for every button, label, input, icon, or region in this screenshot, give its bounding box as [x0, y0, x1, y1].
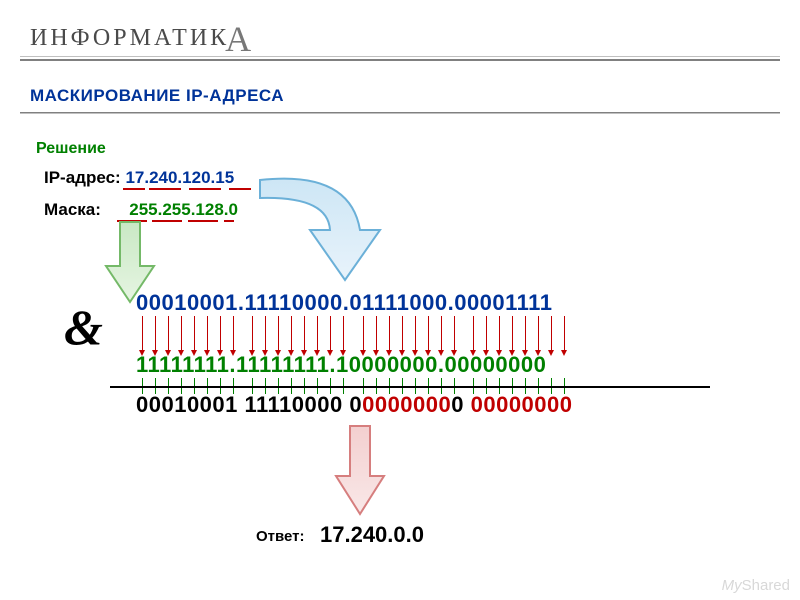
bit-arrow-stem [551, 316, 552, 352]
bit-arrow-stem [499, 316, 500, 352]
bit-arrow-stem [441, 316, 442, 352]
bit-arrow-stem [389, 316, 390, 352]
result-part1: 00010001 11110000 0 [136, 392, 362, 417]
bit-arrow-stem [168, 316, 169, 352]
watermark: MyShared [722, 577, 790, 594]
ip-octet-underline [189, 188, 221, 190]
result-part2: 0 [451, 392, 464, 417]
bit-arrow-stem [525, 316, 526, 352]
bit-arrow-stem [538, 316, 539, 352]
bit-arrow-stem [402, 316, 403, 352]
page-title: МАСКИРОВАНИЕ IP-АДРЕСА [30, 86, 284, 106]
bit-arrow-stem [428, 316, 429, 352]
title-rule [20, 112, 780, 114]
header-rule [20, 56, 780, 61]
bit-arrow-stem [278, 316, 279, 352]
bit-arrow-stem [220, 316, 221, 352]
watermark-shared: Shared [742, 577, 790, 594]
bit-arrow-stem [252, 316, 253, 352]
bit-arrow-stem [304, 316, 305, 352]
bit-arrow-stem [512, 316, 513, 352]
bit-arrow-stem [363, 316, 364, 352]
bit-arrow-stem [343, 316, 344, 352]
bit-arrow-stem [473, 316, 474, 352]
bit-arrow-head [561, 350, 567, 356]
result-red2: 00000000 [464, 392, 573, 417]
logo-accent: А [225, 19, 251, 59]
bit-arrow-stem [265, 316, 266, 352]
result-binary: 00010001 11110000 000000000 00000000 [136, 392, 573, 418]
ampersand: & [64, 298, 103, 356]
bit-arrow-stem [376, 316, 377, 352]
bit-arrow-stem [486, 316, 487, 352]
mask-octet-underline [224, 220, 234, 222]
mask-label: Маска: [44, 200, 101, 219]
bit-arrow-stem [233, 316, 234, 352]
bit-arrow-stem [207, 316, 208, 352]
ip-to-binary-arrow [240, 160, 400, 300]
bit-arrow-stem [142, 316, 143, 352]
ip-row: IP-адрес: 17.240.120.15 [44, 168, 234, 188]
bit-arrow-stem [564, 316, 565, 352]
result-to-answer-arrow [330, 420, 390, 520]
ip-octet-underline [123, 188, 145, 190]
bit-arrow-stem [181, 316, 182, 352]
bit-arrow-stem [155, 316, 156, 352]
bit-arrow-head [548, 350, 554, 356]
logo-text: ИНФОРМАТИК [30, 25, 229, 51]
solution-label: Решение [36, 140, 106, 158]
bit-arrow-stem [291, 316, 292, 352]
answer-value: 17.240.0.0 [320, 522, 424, 548]
bit-arrow-stem [415, 316, 416, 352]
ip-label: IP-адрес: [44, 168, 121, 187]
watermark-my: My [722, 577, 742, 594]
result-red1: 0000000 [362, 392, 451, 417]
bit-arrow-stem [317, 316, 318, 352]
answer-label: Ответ: [256, 528, 305, 545]
logo: ИНФОРМАТИКА [30, 18, 251, 60]
ip-octet-underline [149, 188, 181, 190]
ip-binary: 00010001.11110000.01111000.00001111 [136, 290, 552, 316]
calc-rule [110, 386, 710, 388]
bit-arrow-stem [330, 316, 331, 352]
bit-arrow-stem [454, 316, 455, 352]
ip-value: 17.240.120.15 [125, 168, 234, 187]
bit-arrow-stem [194, 316, 195, 352]
mask-binary: 11111111.11111111.10000000.00000000 [136, 352, 546, 378]
mask-octet-underline [188, 220, 218, 222]
